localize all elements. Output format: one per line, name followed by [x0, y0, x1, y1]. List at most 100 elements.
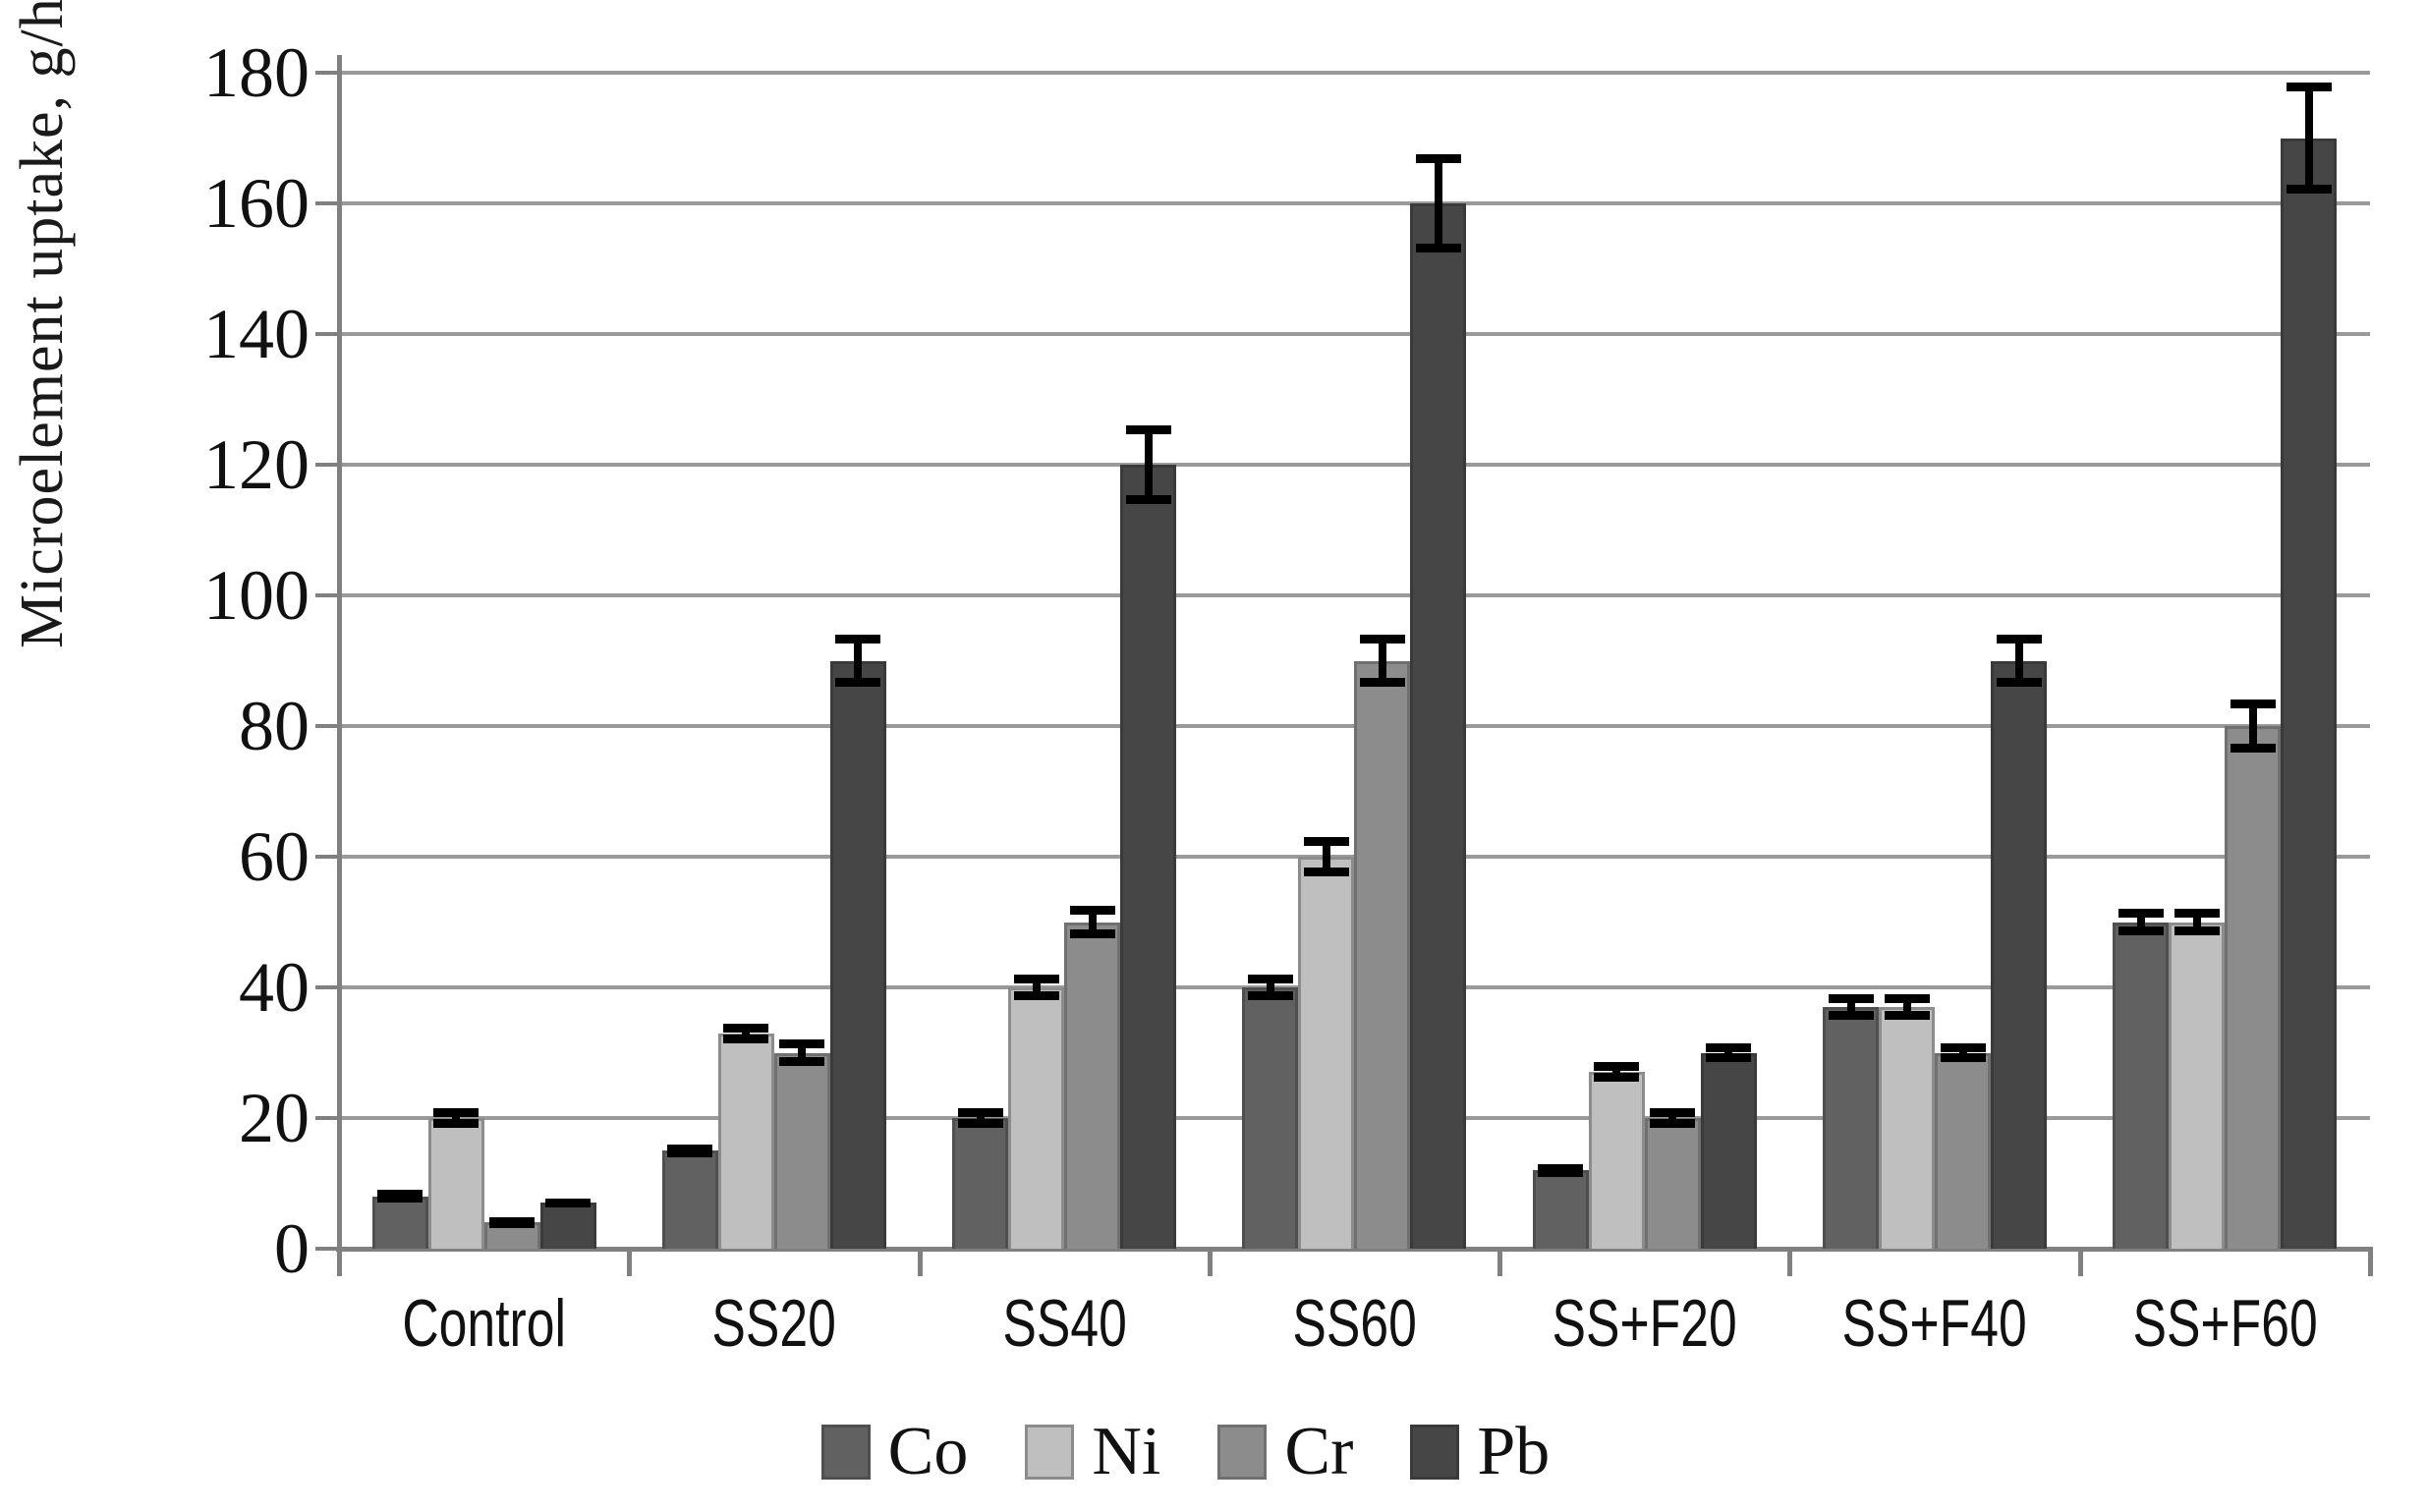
y-tick-label: 0: [274, 1209, 310, 1288]
error-bar-cap-top: [1415, 154, 1461, 164]
legend-item-co: Co: [820, 1413, 968, 1491]
error-bar-cap-bot: [2174, 925, 2220, 935]
error-bar: [489, 1216, 536, 1229]
error-bar-stem: [742, 1023, 751, 1043]
bar-cr: [2225, 700, 2282, 1249]
bar-cr: [1064, 905, 1121, 1249]
error-bar-stem: [1378, 634, 1386, 688]
error-bar-stem: [2014, 634, 2023, 688]
legend-item-cr: Cr: [1217, 1413, 1353, 1491]
error-bar: [377, 1190, 423, 1204]
error-bar-cap-top: [779, 1039, 825, 1049]
legend-label-pb: Pb: [1477, 1414, 1551, 1489]
error-bar: [667, 1144, 713, 1157]
error-bar-cap-bot: [1650, 1118, 1696, 1128]
error-bar-cap-bot: [723, 1034, 769, 1043]
bar-co: [661, 1144, 718, 1249]
legend-swatch-ni-icon: [1025, 1425, 1075, 1480]
x-axis-tick: [1787, 1249, 1793, 1276]
gridline: [339, 593, 2370, 597]
gridline: [339, 201, 2370, 205]
error-bar-stem: [976, 1108, 985, 1128]
y-axis-tick: [315, 71, 339, 75]
error-bar-stem: [1144, 425, 1153, 504]
legend-swatch-pb-icon: [1410, 1425, 1460, 1480]
error-bar: [2117, 909, 2164, 935]
error-bar: [835, 634, 881, 688]
error-bar-stem: [1612, 1062, 1621, 1083]
bar-group: [1210, 73, 1499, 1249]
error-bar-cap-bot: [2230, 743, 2276, 753]
x-axis-tick: [1497, 1249, 1503, 1276]
error-bar-cap-bot: [1125, 494, 1171, 504]
bar-cr: [1354, 634, 1411, 1249]
legend-swatch-cr-icon: [1217, 1425, 1268, 1480]
error-bar: [1940, 1042, 1986, 1063]
error-bar-stem: [1322, 837, 1330, 876]
error-bar-stem: [1434, 154, 1442, 252]
gridline: [339, 71, 2370, 75]
error-bar-cap-bot: [1013, 991, 1059, 1001]
bar-ni: [1588, 1062, 1645, 1249]
error-bar: [1069, 905, 1115, 939]
bar-co: [371, 1190, 428, 1249]
bar-group: [629, 73, 919, 1249]
bar-pb: [1700, 1042, 1757, 1249]
plot-area: [336, 71, 2373, 1252]
legend-item-pb: Pb: [1410, 1413, 1550, 1491]
x-axis-label: Control: [402, 1286, 566, 1361]
bar-ni: [717, 1023, 774, 1249]
x-axis-tick: [627, 1249, 633, 1276]
bar-ni: [427, 1108, 484, 1249]
bar-ni: [2169, 909, 2226, 1249]
error-bar: [1884, 993, 1930, 1021]
y-tick-label: 40: [239, 948, 310, 1027]
bar-co: [2113, 909, 2170, 1249]
bar-pb: [1991, 634, 2048, 1249]
error-bar-cap-top: [1940, 1042, 1986, 1052]
error-bar-cap-top: [1013, 974, 1059, 983]
y-tick-label: 60: [239, 817, 310, 896]
error-bar: [2174, 909, 2220, 935]
error-bar: [1996, 634, 2042, 688]
error-bar-stem: [1668, 1108, 1677, 1128]
error-bar: [545, 1198, 592, 1208]
error-bar-cap-top: [723, 1023, 769, 1033]
legend-label-cr: Cr: [1284, 1414, 1354, 1489]
error-bar-cap-bot: [1706, 1053, 1752, 1063]
gridline: [339, 332, 2370, 336]
error-bar-cap-bot: [1594, 1073, 1640, 1083]
error-bar: [1359, 634, 1405, 688]
error-bar-stem: [2192, 909, 2201, 935]
error-bar-cap-top: [1303, 837, 1349, 847]
y-axis-tick: [315, 201, 339, 205]
bar-pb: [1120, 425, 1177, 1249]
error-bar-cap-top: [957, 1108, 1003, 1118]
x-axis-label: SS40: [1001, 1286, 1127, 1361]
legend-label-ni: Ni: [1092, 1414, 1161, 1489]
y-axis-tick: [315, 593, 339, 597]
error-bar: [1706, 1042, 1752, 1063]
error-bar-cap-top: [1359, 634, 1405, 644]
error-bar-cap-bot: [667, 1148, 713, 1157]
error-bar-cap-bot: [2286, 185, 2332, 195]
error-bar: [1303, 837, 1349, 876]
x-axis-label: SS+F20: [1552, 1286, 1737, 1361]
error-bar-cap-bot: [957, 1118, 1003, 1128]
error-bar: [1247, 974, 1293, 1001]
y-tick-label: 180: [203, 33, 310, 112]
bar-pb: [829, 634, 886, 1249]
error-bar-cap-bot: [1069, 929, 1115, 939]
error-bar: [2230, 700, 2276, 753]
error-bar: [1650, 1108, 1696, 1128]
bar-co: [1532, 1163, 1589, 1249]
x-axis-label: SS20: [711, 1286, 837, 1361]
bar-group: [1499, 73, 1789, 1249]
error-bar-stem: [1846, 993, 1855, 1021]
bar-cr: [1644, 1108, 1701, 1249]
error-bar-cap-bot: [779, 1056, 825, 1066]
error-bar-cap-bot: [545, 1199, 592, 1208]
error-bar-cap-top: [835, 634, 881, 644]
bar-cr: [1935, 1042, 1992, 1249]
